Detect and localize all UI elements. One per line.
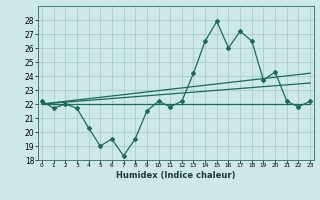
X-axis label: Humidex (Indice chaleur): Humidex (Indice chaleur) bbox=[116, 171, 236, 180]
